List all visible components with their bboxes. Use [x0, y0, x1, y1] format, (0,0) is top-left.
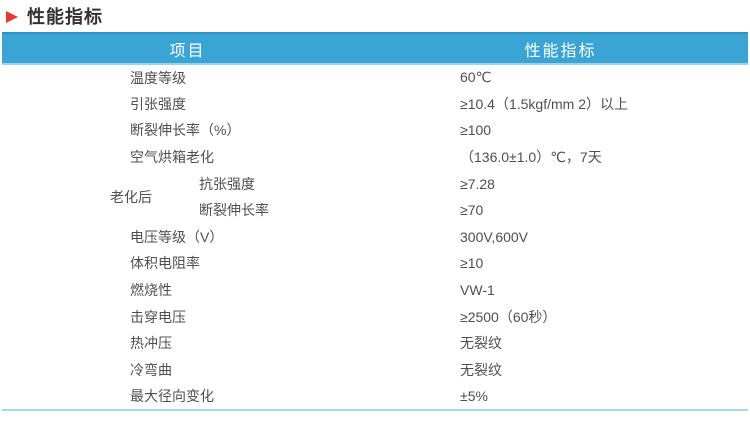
row-label-cell: 体积电阻率 [2, 250, 374, 277]
row-label-cell: 击穿电压 [2, 303, 374, 330]
table-row: 冷弯曲 无裂纹 [2, 356, 749, 384]
table-row: 空气烘箱老化 （136.0±1.0）℃，7天 [2, 143, 749, 171]
table-row: 断裂伸长率（%） ≥100 [2, 117, 749, 144]
table-row: 最大径向变化 ±5% [2, 383, 749, 410]
table-row: 断裂伸长率 ≥70 [2, 196, 749, 224]
table-row: 热冲压 无裂纹 [2, 329, 749, 357]
row-value-cell: 无裂纹 [373, 329, 749, 357]
row-label-cell: 最大径向变化 [2, 383, 374, 410]
table-row: 击穿电压 ≥2500（60秒） [2, 303, 749, 330]
row-value-cell: ≥10 [373, 250, 749, 277]
row-label-cell: 断裂伸长率（%） [2, 117, 374, 144]
row-label-cell: 电压等级（V） [2, 223, 374, 251]
table-header-row: 项目 性能指标 [2, 32, 749, 65]
row-label-cell: 引张强度 [2, 90, 374, 118]
row-value-cell: 无裂纹 [373, 356, 749, 384]
row-value-cell: ≥100 [373, 117, 749, 144]
sub-label-cell: 抗张强度 [188, 170, 374, 197]
column-header-item: 项目 [2, 32, 374, 65]
row-value-cell: ≥7.28 [373, 170, 749, 197]
table-row: 引张强度 ≥10.4（1.5kgf/mm 2）以上 [2, 90, 749, 118]
red-right-arrow-icon [6, 11, 18, 23]
group-label-cell: 老化后 [2, 170, 188, 224]
table-row: 燃烧性 VW-1 [2, 276, 749, 304]
row-label-cell: 空气烘箱老化 [2, 143, 374, 171]
table-row: 温度等级 60℃ [2, 64, 749, 91]
row-value-cell: VW-1 [373, 276, 749, 304]
performance-spec-table: 项目 性能指标 温度等级 60℃ 引张强度 ≥10.4（1.5kgf/mm 2）以上断… [2, 32, 749, 411]
table-body: 温度等级 60℃ 引张强度 ≥10.4（1.5kgf/mm 2）以上 断裂伸长率（%） ≥… [2, 64, 749, 410]
table-row: 体积电阻率 ≥10 [2, 250, 749, 277]
row-label-cell: 热冲压 [2, 329, 374, 357]
row-label-cell: 温度等级 [2, 64, 374, 91]
page-title: 性能指标 [0, 0, 750, 32]
row-value-cell: （136.0±1.0）℃，7天 [373, 143, 749, 171]
table-header: 项目 性能指标 [2, 32, 749, 65]
page-title-text: 性能指标 [27, 7, 103, 27]
row-label-cell: 燃烧性 [2, 276, 374, 304]
row-value-cell: 60℃ [373, 64, 749, 91]
table-row: 老化后 抗张强度 ≥7.28 [2, 170, 749, 224]
row-label-cell: 冷弯曲 [2, 356, 374, 384]
row-value-cell: ±5% [373, 383, 749, 410]
column-header-value: 性能指标 [373, 32, 749, 65]
row-value-cell: ≥10.4（1.5kgf/mm 2）以上 [373, 90, 749, 118]
table-row: 电压等级（V） 300V,600V [2, 223, 749, 251]
row-value-cell: ≥2500（60秒） [373, 303, 749, 330]
sub-label-cell: 断裂伸长率 [188, 196, 374, 224]
row-value-cell: ≥70 [373, 196, 749, 224]
row-value-cell: 300V,600V [373, 223, 749, 251]
